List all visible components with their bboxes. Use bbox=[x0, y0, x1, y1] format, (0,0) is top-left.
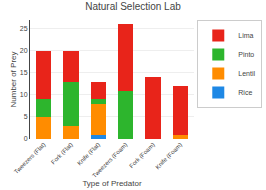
svg-text:Natural Selection Lab: Natural Selection Lab bbox=[85, 1, 181, 12]
svg-text:15: 15 bbox=[20, 69, 28, 76]
svg-text:Tweezers (Foam): Tweezers (Foam) bbox=[91, 142, 128, 179]
svg-text:Rice: Rice bbox=[238, 89, 252, 96]
svg-text:Lentil: Lentil bbox=[238, 70, 255, 77]
svg-text:Knife (Flat): Knife (Flat) bbox=[76, 142, 101, 167]
svg-text:Pinto: Pinto bbox=[238, 51, 254, 58]
svg-text:Number of Prey: Number of Prey bbox=[9, 51, 18, 107]
svg-text:Fork (Flat): Fork (Flat) bbox=[50, 142, 74, 166]
svg-text:20: 20 bbox=[20, 47, 28, 54]
svg-text:25: 25 bbox=[20, 25, 28, 32]
svg-text:Fork (Foam): Fork (Foam) bbox=[128, 142, 156, 170]
svg-text:Knife (Foam): Knife (Foam) bbox=[154, 142, 183, 171]
svg-text:0: 0 bbox=[24, 135, 28, 142]
svg-text:Tweezers (Flat): Tweezers (Flat) bbox=[13, 142, 46, 175]
svg-text:Lima: Lima bbox=[238, 32, 253, 39]
svg-text:Type of Predator: Type of Predator bbox=[82, 179, 141, 188]
svg-text:5: 5 bbox=[24, 113, 28, 120]
svg-text:10: 10 bbox=[20, 91, 28, 98]
